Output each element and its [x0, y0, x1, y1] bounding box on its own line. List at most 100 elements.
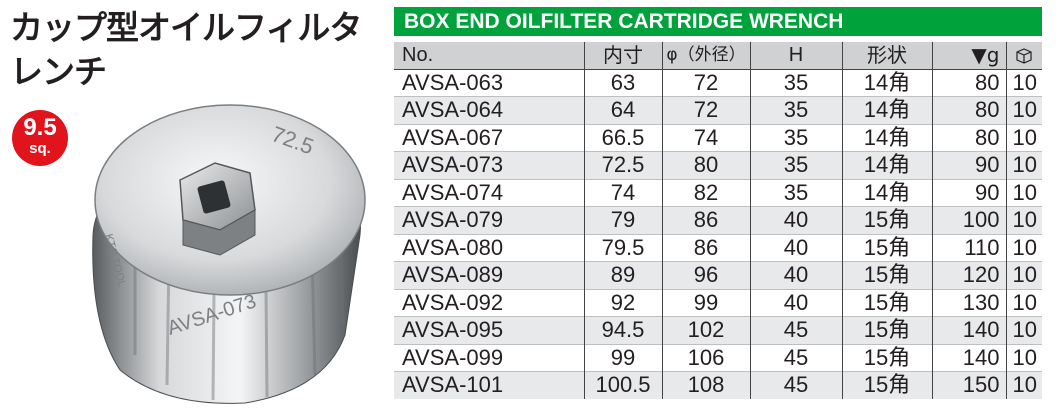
header-height: H [749, 42, 842, 69]
table-row: AVSA-080 79.5 86 40 15角 110 10 [394, 234, 1042, 262]
cell-outer-diameter: 72 [661, 96, 750, 124]
cell-outer-diameter: 86 [661, 234, 750, 262]
cell-part-number: AVSA-099 [402, 344, 504, 370]
product-banner: BOX END OILFILTER CARTRIDGE WRENCH [394, 7, 1042, 36]
cell-outer-diameter: 80 [661, 151, 750, 179]
cell-inner-size: 74 [583, 179, 662, 207]
cell-quantity: 10 [1005, 151, 1042, 179]
title-line-1: カップ型オイルフィルタ [10, 8, 362, 47]
cell-inner-size: 63 [583, 69, 662, 97]
cell-part-number: AVSA-080 [402, 234, 504, 260]
header-no: No. [402, 44, 434, 67]
table-row: AVSA-067 66.5 74 35 14角 80 10 [394, 124, 1042, 152]
cell-quantity: 10 [1005, 289, 1042, 317]
cell-height: 45 [749, 316, 842, 344]
badge-unit: sq. [29, 140, 51, 157]
cell-outer-diameter: 106 [661, 344, 750, 372]
cell-height: 35 [749, 151, 842, 179]
cell-weight: 90 [931, 151, 1006, 179]
cell-quantity: 10 [1005, 179, 1042, 207]
cell-weight: 140 [931, 316, 1006, 344]
hex-boss [179, 162, 256, 256]
cell-part-number: AVSA-101 [402, 372, 504, 398]
cell-quantity: 10 [1005, 371, 1042, 399]
header-package [1005, 42, 1042, 69]
table-row: AVSA-095 94.5 102 45 15角 140 10 [394, 316, 1042, 344]
cell-part-number: AVSA-089 [402, 262, 504, 288]
header-shape: 形状 [841, 42, 932, 69]
title-line-2: レンチ [10, 52, 107, 91]
cell-quantity: 10 [1005, 69, 1042, 97]
cell-inner-size: 100.5 [583, 371, 662, 399]
cell-shape: 14角 [841, 179, 932, 207]
cell-quantity: 10 [1005, 206, 1042, 234]
cell-quantity: 10 [1005, 261, 1042, 289]
cell-height: 35 [749, 96, 842, 124]
table-row: AVSA-092 92 99 40 15角 130 10 [394, 289, 1042, 317]
cell-outer-diameter: 82 [661, 179, 750, 207]
cell-shape: 15角 [841, 344, 932, 372]
cell-height: 35 [749, 179, 842, 207]
cell-shape: 15角 [841, 289, 932, 317]
cell-weight: 90 [931, 179, 1006, 207]
package-icon [1016, 48, 1032, 64]
table-row: AVSA-064 64 72 35 14角 80 10 [394, 96, 1042, 124]
table-row: AVSA-101 100.5 108 45 15角 150 10 [394, 371, 1042, 399]
cell-weight: 150 [931, 371, 1006, 399]
badge-size: 9.5 [23, 114, 57, 141]
cell-shape: 14角 [841, 96, 932, 124]
cell-quantity: 10 [1005, 96, 1042, 124]
cell-outer-diameter: 72 [661, 69, 750, 97]
cell-quantity: 10 [1005, 124, 1042, 152]
cell-inner-size: 79.5 [583, 234, 662, 262]
cell-weight: 80 [931, 69, 1006, 97]
cell-shape: 14角 [841, 151, 932, 179]
cell-part-number: AVSA-063 [402, 69, 504, 95]
cell-part-number: AVSA-067 [402, 124, 504, 150]
cell-inner-size: 94.5 [583, 316, 662, 344]
cell-outer-diameter: 99 [661, 289, 750, 317]
cell-inner-size: 72.5 [583, 151, 662, 179]
cell-height: 45 [749, 344, 842, 372]
cell-part-number: AVSA-079 [402, 207, 504, 233]
cell-part-number: AVSA-092 [402, 289, 504, 315]
cell-quantity: 10 [1005, 316, 1042, 344]
cell-shape: 14角 [841, 69, 932, 97]
cup-wrench-image: 72.5 AVSA-073 KTC TOOL [92, 104, 366, 404]
cell-part-number: AVSA-074 [402, 179, 504, 205]
header-outer-diameter: φ（外径） [661, 42, 750, 69]
cell-inner-size: 64 [583, 96, 662, 124]
cell-shape: 15角 [841, 371, 932, 399]
cell-height: 40 [749, 289, 842, 317]
cell-weight: 80 [931, 124, 1006, 152]
cell-part-number: AVSA-095 [402, 317, 504, 343]
table-row: AVSA-099 99 106 45 15角 140 10 [394, 344, 1042, 372]
cell-inner-size: 99 [583, 344, 662, 372]
cell-shape: 14角 [841, 124, 932, 152]
cell-height: 35 [749, 69, 842, 97]
cell-inner-size: 92 [583, 289, 662, 317]
cell-weight: 130 [931, 289, 1006, 317]
cell-inner-size: 66.5 [583, 124, 662, 152]
cell-weight: 120 [931, 261, 1006, 289]
cell-part-number: AVSA-064 [402, 97, 504, 123]
cell-height: 45 [749, 371, 842, 399]
cell-shape: 15角 [841, 261, 932, 289]
cell-height: 40 [749, 206, 842, 234]
cell-height: 40 [749, 234, 842, 262]
cell-outer-diameter: 96 [661, 261, 750, 289]
page-title: カップ型オイルフィルタ レンチ [10, 6, 362, 94]
table-header-row: No. 内寸 φ（外径） H 形状 ▼g [394, 42, 1042, 69]
drive-size-badge: 9.5 sq. [12, 110, 68, 166]
table-row: AVSA-063 63 72 35 14角 80 10 [394, 69, 1042, 97]
cell-quantity: 10 [1005, 344, 1042, 372]
cell-weight: 100 [931, 206, 1006, 234]
cell-height: 35 [749, 124, 842, 152]
cell-weight: 110 [931, 234, 1006, 262]
header-inner-size: 内寸 [583, 42, 662, 69]
cell-outer-diameter: 74 [661, 124, 750, 152]
cell-outer-diameter: 102 [661, 316, 750, 344]
table-row: AVSA-074 74 82 35 14角 90 10 [394, 179, 1042, 207]
table-row: AVSA-089 89 96 40 15角 120 10 [394, 261, 1042, 289]
cell-quantity: 10 [1005, 234, 1042, 262]
